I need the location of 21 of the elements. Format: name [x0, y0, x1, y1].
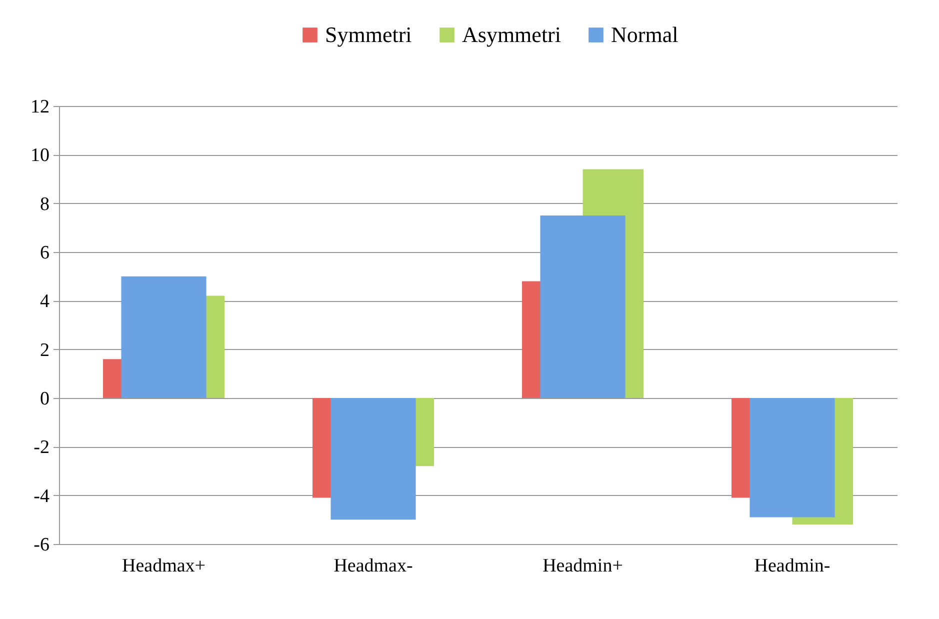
bar [330, 398, 416, 520]
x-tick-label: Headmin+ [542, 556, 623, 576]
bar [121, 276, 206, 398]
y-tick-label: 12 [30, 96, 50, 118]
y-tick-label: 10 [30, 145, 50, 166]
y-tick-label: 4 [40, 291, 50, 312]
x-tick-label: Headmax+ [122, 556, 206, 576]
y-tick-label: 6 [40, 242, 50, 264]
y-tick-label: -2 [34, 437, 50, 458]
y-tick-label: 0 [40, 388, 50, 410]
legend-label: Asymmetri [462, 22, 561, 47]
x-tick-label: Headmin- [754, 556, 830, 576]
x-tick-label: Headmax- [334, 556, 413, 576]
bar [540, 216, 626, 398]
legend-label: Normal [611, 22, 678, 47]
y-tick-label: -4 [34, 486, 50, 507]
y-tick-label: 2 [40, 340, 50, 361]
legend-label: Symmetri [325, 22, 412, 47]
y-tick-label: 8 [40, 194, 50, 215]
bar [750, 398, 835, 518]
y-tick-label: -6 [34, 534, 50, 556]
